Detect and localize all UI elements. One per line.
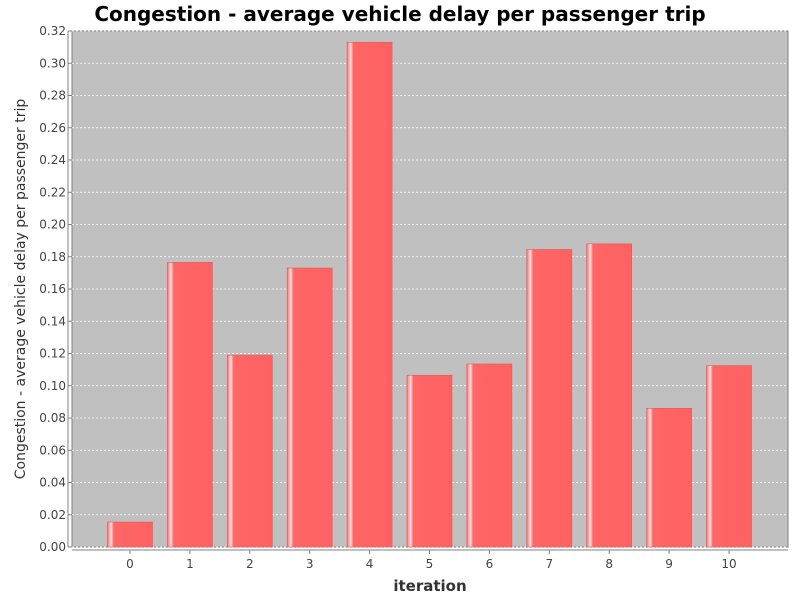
y-tick-label: 0.22 xyxy=(39,185,66,199)
y-axis-label: Congestion - average vehicle delay per p… xyxy=(13,99,29,480)
y-tick-label: 0.26 xyxy=(39,121,66,135)
x-tick-label: 5 xyxy=(426,557,434,571)
y-axis-ticks: 0.00 0.02 0.04 0.06 0.08 0.10 0.12 0.14 0.16 0.18… xyxy=(39,24,72,554)
y-tick-label: 0.10 xyxy=(39,379,66,393)
x-tick-label: 4 xyxy=(366,557,374,571)
y-tick-label: 0.02 xyxy=(39,508,66,522)
bar xyxy=(227,354,273,548)
x-axis-ticks: 0 1 2 3 4 5 6 7 8 9 10 xyxy=(72,549,788,571)
y-tick-label: 0.18 xyxy=(39,250,66,264)
bar xyxy=(706,365,752,548)
bar xyxy=(406,374,453,548)
x-axis-label: iteration xyxy=(393,577,466,595)
y-tick-label: 0.20 xyxy=(39,218,66,232)
x-tick-label: 9 xyxy=(665,557,673,571)
x-tick-label: 10 xyxy=(721,557,736,571)
y-tick-label: 0.14 xyxy=(39,314,66,328)
x-tick-label: 2 xyxy=(246,557,254,571)
bar xyxy=(466,363,513,548)
chart-title: Congestion - average vehicle delay per p… xyxy=(94,2,706,26)
bar xyxy=(526,249,573,548)
y-tick-label: 0.00 xyxy=(39,540,66,554)
y-tick-label: 0.24 xyxy=(39,153,66,167)
y-tick-label: 0.08 xyxy=(39,411,66,425)
y-tick-label: 0.12 xyxy=(39,347,66,361)
bar xyxy=(107,521,153,548)
x-tick-label: 6 xyxy=(486,557,494,571)
x-tick-label: 7 xyxy=(545,557,553,571)
x-tick-label: 0 xyxy=(126,557,134,571)
bar xyxy=(646,408,692,548)
x-tick-label: 3 xyxy=(306,557,314,571)
bar xyxy=(286,267,333,548)
y-tick-label: 0.16 xyxy=(39,282,66,296)
x-tick-label: 8 xyxy=(605,557,613,571)
y-tick-label: 0.28 xyxy=(39,89,66,103)
bar xyxy=(167,262,213,548)
y-tick-label: 0.32 xyxy=(39,24,66,38)
y-tick-label: 0.06 xyxy=(39,443,66,457)
bar xyxy=(346,41,393,548)
bar xyxy=(586,243,633,548)
y-tick-label: 0.30 xyxy=(39,56,66,70)
y-tick-label: 0.04 xyxy=(39,476,66,490)
bars xyxy=(107,41,752,548)
x-tick-label: 1 xyxy=(186,557,194,571)
